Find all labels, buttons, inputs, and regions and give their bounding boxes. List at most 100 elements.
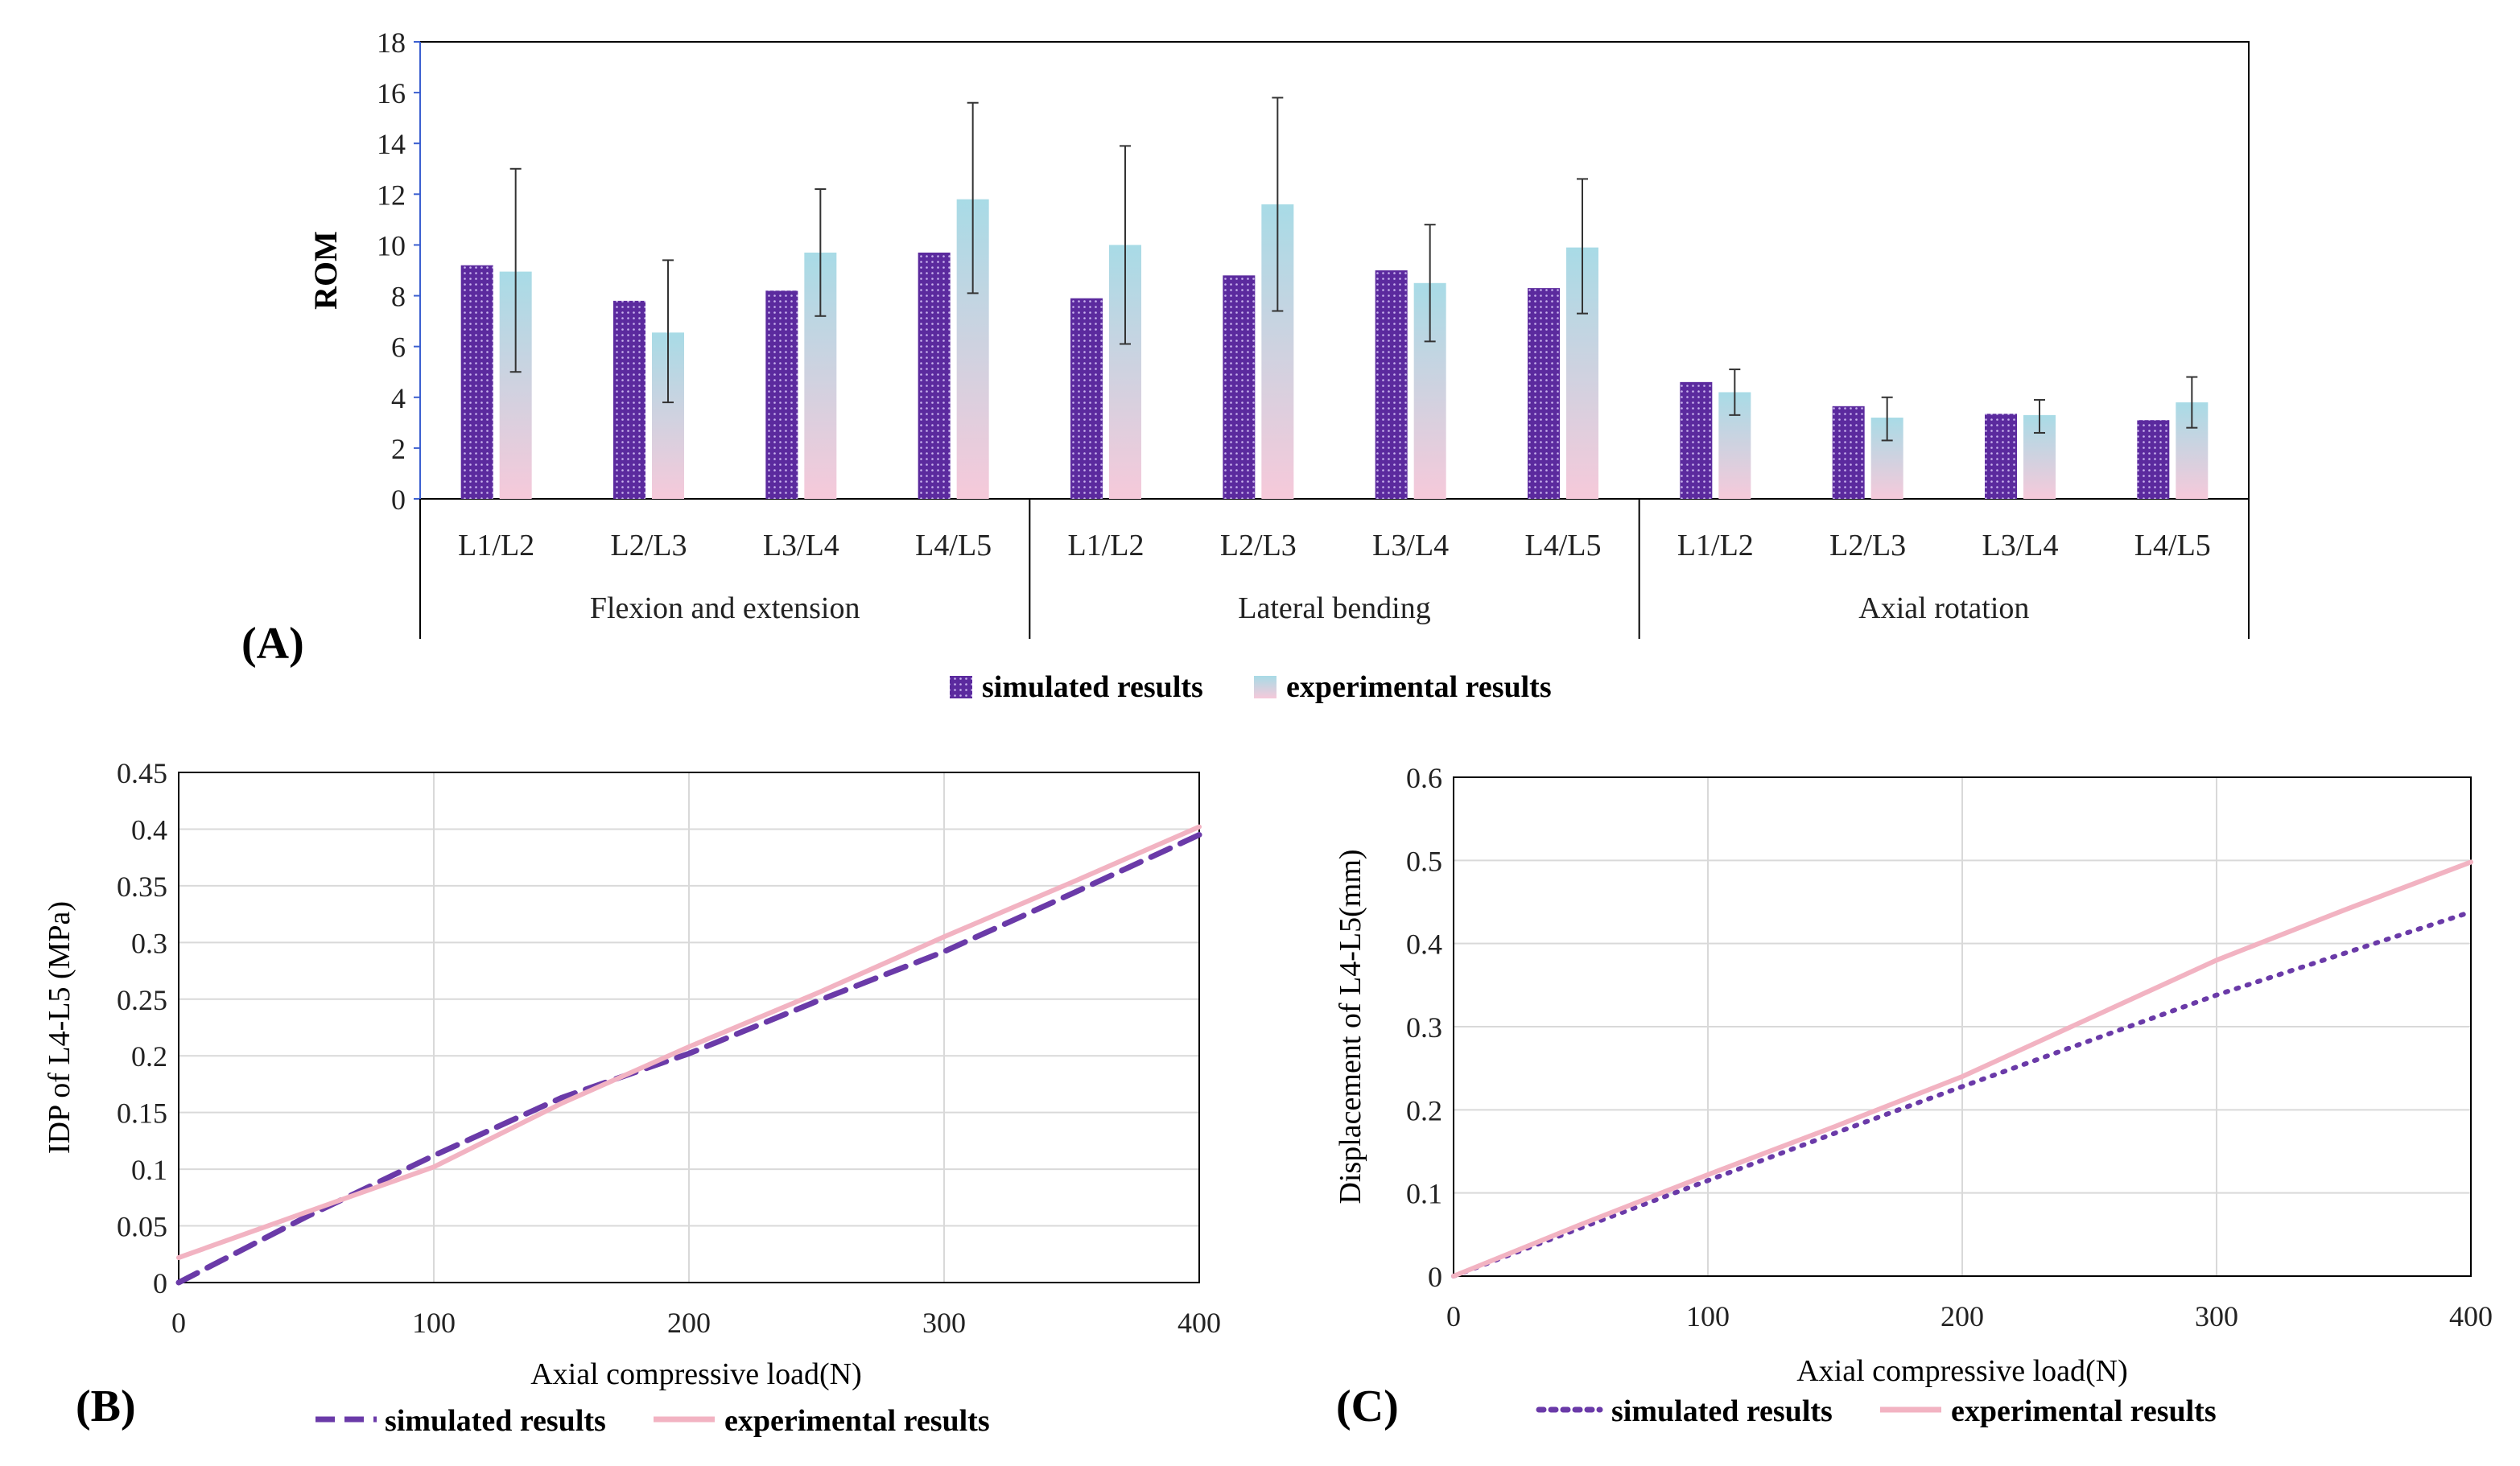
x-tick-label: 0	[171, 1307, 186, 1339]
y-tick-label: 0.2	[131, 1040, 167, 1073]
a-category-label: L4/L5	[915, 529, 992, 562]
a-category-label: L2/L3	[1829, 529, 1906, 562]
x-tick-label: 100	[1686, 1300, 1730, 1332]
a-category-label: L1/L2	[1677, 529, 1754, 562]
a-category-label: L2/L3	[611, 529, 687, 562]
y-tick-label: 0.1	[1406, 1178, 1442, 1210]
a-y-tick-label: 0	[391, 484, 406, 516]
y-tick-label: 0.4	[131, 813, 167, 846]
a-y-tick-label: 10	[377, 229, 406, 261]
panel-c: 0 0.1 0.2 0.3 0.4 0.5 0.6 0 100 200 300 400 Axial …	[1334, 762, 2493, 1431]
a-y-tick-label: 6	[391, 331, 406, 364]
legend-a-experimental-swatch	[1254, 676, 1276, 698]
panel-b-x-label: Axial compressive load(N)	[530, 1357, 862, 1391]
panel-a-y-ticks: 0 2 4 6 8 10 12 14 16 18	[377, 27, 420, 516]
a-group-label: Lateral bending	[1238, 591, 1431, 625]
panel-b-plot-frame	[178, 772, 1200, 1283]
line-experimental	[176, 824, 1202, 1260]
bar-simulated	[1375, 270, 1408, 499]
bar-simulated	[460, 265, 493, 499]
line-simulated	[1451, 909, 2473, 1279]
y-tick-label: 0.35	[117, 871, 167, 903]
panel-c-x-ticks: 0 100 200 300 400	[1446, 1300, 2493, 1332]
y-tick-label: 0.1	[131, 1154, 167, 1186]
x-tick-label: 300	[2195, 1300, 2238, 1332]
y-tick-label: 0.2	[1406, 1094, 1442, 1126]
panel-c-gridlines	[1453, 776, 2472, 1277]
a-y-tick-label: 18	[377, 27, 406, 59]
panel-c-plot-frame	[1453, 776, 2472, 1277]
x-tick-label: 100	[412, 1307, 456, 1339]
a-group-label: Flexion and extension	[590, 591, 860, 625]
a-y-tick-label: 4	[391, 382, 406, 414]
panel-a-category-labels: L1/L2 L2/L3 L3/L4 L4/L5 L1/L2 L2/L3 L3/L4 L4/L5…	[458, 529, 2211, 562]
panel-b: 0 0.05 0.1 0.15 0.2 0.25 0.3 0.35 0.4 0.45 0 100 20…	[43, 757, 1221, 1438]
y-tick-label: 0	[1428, 1261, 1442, 1293]
a-group-label: Axial rotation	[1858, 591, 2029, 625]
panel-c-x-label: Axial compressive load(N)	[1796, 1354, 2128, 1388]
bar-simulated	[1832, 406, 1865, 499]
bar-simulated	[613, 300, 645, 499]
y-tick-label: 0.4	[1406, 929, 1442, 961]
a-category-label: L3/L4	[1982, 529, 2059, 562]
legend-a-simulated-swatch	[950, 676, 972, 698]
panel-b-y-ticks: 0 0.05 0.1 0.15 0.2 0.25 0.3 0.35 0.4 0.45	[117, 757, 167, 1299]
panel-b-y-label: IDP of L4-L5 (MPa)	[43, 901, 76, 1154]
x-tick-label: 300	[922, 1307, 966, 1339]
bar-simulated	[765, 290, 798, 499]
legend-a-simulated-label: simulated results	[982, 670, 1203, 704]
a-y-tick-label: 12	[377, 179, 406, 211]
panel-c-y-label: Displacement of L4-L5(mm)	[1334, 849, 1367, 1204]
x-tick-label: 200	[1941, 1300, 1984, 1332]
x-tick-label: 400	[2449, 1300, 2493, 1332]
bar-simulated	[1223, 275, 1256, 499]
a-category-label: L2/L3	[1220, 529, 1297, 562]
a-y-tick-label: 8	[391, 281, 406, 313]
panel-b-x-ticks: 0 100 200 300 400	[171, 1307, 1221, 1339]
bar-simulated	[1528, 288, 1560, 499]
bar-simulated	[1985, 414, 2017, 499]
a-y-tick-label: 2	[391, 433, 406, 465]
x-tick-label: 200	[667, 1307, 711, 1339]
legend-c-experimental-label: experimental results	[1951, 1394, 2217, 1428]
y-tick-label: 0.6	[1406, 762, 1442, 794]
a-y-tick-label: 14	[377, 128, 406, 160]
y-tick-label: 0.05	[117, 1211, 167, 1243]
y-tick-label: 0.3	[1406, 1011, 1442, 1044]
bar-simulated	[918, 252, 951, 499]
panel-c-label: (C)	[1336, 1382, 1399, 1431]
panel-b-label: (B)	[76, 1382, 136, 1431]
y-tick-label: 0.45	[117, 757, 167, 789]
bar-simulated	[2137, 420, 2170, 499]
a-category-label: L3/L4	[763, 529, 839, 562]
panel-a-legend: simulated results experimental results	[950, 670, 1552, 704]
panel-b-series-lines	[175, 824, 1202, 1286]
x-tick-label: 0	[1446, 1300, 1461, 1332]
a-category-label: L1/L2	[1068, 529, 1145, 562]
panel-c-legend: simulated results experimental results	[1536, 1394, 2217, 1428]
x-tick-label: 400	[1178, 1307, 1221, 1339]
panel-a-label: (A)	[241, 619, 304, 669]
bar-simulated	[1070, 298, 1103, 499]
a-category-label: L4/L5	[2134, 529, 2211, 562]
legend-b-experimental-label: experimental results	[724, 1404, 990, 1438]
line-experimental	[1451, 859, 2473, 1279]
legend-a-experimental-label: experimental results	[1286, 670, 1552, 704]
a-category-label: L4/L5	[1525, 529, 1602, 562]
y-tick-label: 0.15	[117, 1097, 167, 1130]
panel-a-group-labels: Flexion and extension Lateral bending Axia…	[419, 499, 2250, 639]
a-category-label: L3/L4	[1372, 529, 1449, 562]
y-tick-label: 0	[153, 1267, 167, 1299]
bar-simulated	[1680, 381, 1713, 499]
legend-b-simulated-label: simulated results	[385, 1404, 606, 1438]
legend-c-simulated-label: simulated results	[1611, 1394, 1833, 1428]
panel-c-series-lines	[1451, 859, 2473, 1279]
y-tick-label: 0.3	[131, 927, 167, 959]
panel-a-y-label: ROM	[307, 231, 344, 310]
y-tick-label: 0.5	[1406, 845, 1442, 877]
panel-a-bars	[460, 199, 2209, 499]
y-tick-label: 0.25	[117, 984, 167, 1016]
panel-c-y-ticks: 0 0.1 0.2 0.3 0.4 0.5 0.6	[1406, 762, 1442, 1293]
